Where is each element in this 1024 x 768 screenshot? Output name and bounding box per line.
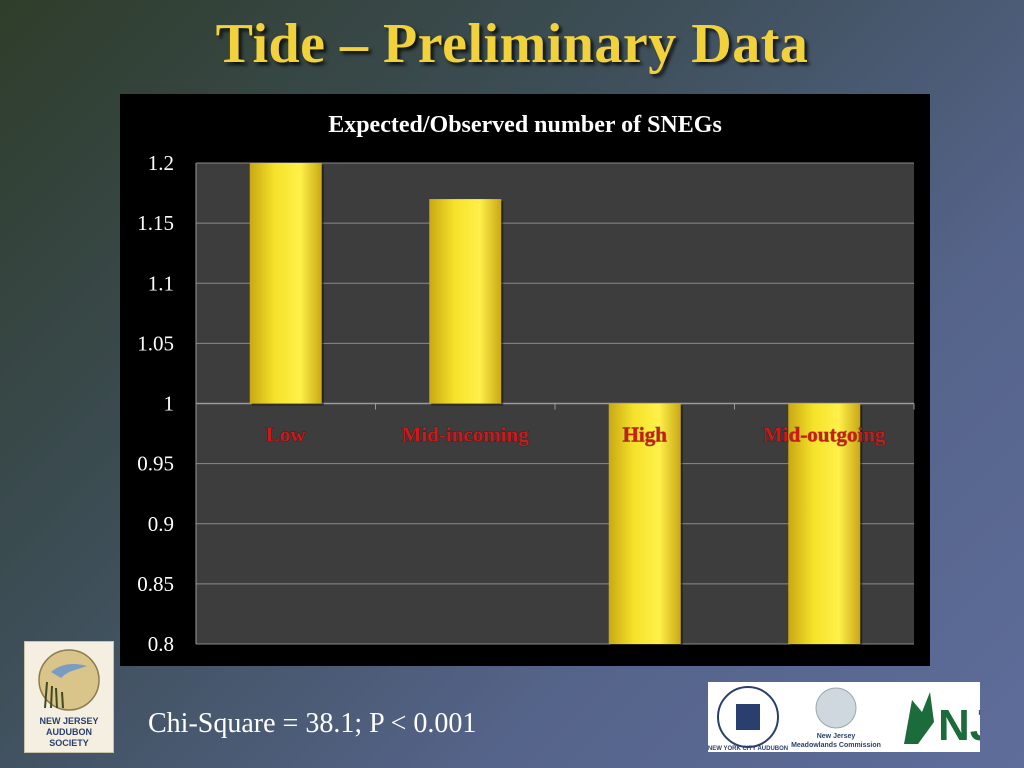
y-tick-label: 1.2 <box>148 151 174 175</box>
category-label: High <box>623 423 668 447</box>
nyc-audubon-text: NEW YORK CITY AUDUBON <box>708 746 788 752</box>
category-label: Mid-outgoing <box>763 423 886 447</box>
bar-low <box>249 163 322 404</box>
category-label: Mid-incoming <box>402 423 530 447</box>
chi-square-result: Chi-Square = 38.1; P < 0.001 <box>148 708 477 739</box>
logo-text-line-1: NEW JERSEY <box>39 716 98 726</box>
bar-chart: Expected/Observed number of SNEGs 0.8 0.85… <box>137 112 915 656</box>
nj-letters: NJ <box>938 701 980 750</box>
bar-mid-incoming <box>429 199 502 404</box>
y-tick-label: 0.95 <box>137 452 174 476</box>
partner-logos-svg: NEW YORK CITY AUDUBON New Jersey Meadowl… <box>708 686 994 752</box>
eagle-icon <box>904 692 934 744</box>
y-tick-label: 0.85 <box>137 572 174 596</box>
y-tick-label: 0.9 <box>148 512 174 536</box>
category-label: Low <box>266 423 307 447</box>
y-tick-label: 1.05 <box>137 331 174 355</box>
y-tick-label: 1.15 <box>137 211 174 235</box>
partner-logos: NEW YORK CITY AUDUBON New Jersey Meadowl… <box>708 682 994 752</box>
meadowlands-text-line-2: Meadowlands Commission <box>791 742 881 749</box>
chart-title: Expected/Observed number of SNEGs <box>328 112 722 138</box>
y-tick-label: 0.8 <box>148 632 174 656</box>
logo-text-line-2: AUDUBON <box>46 727 92 737</box>
slide-title: Tide – Preliminary Data <box>215 13 809 75</box>
y-tick-label: 1.1 <box>148 271 174 295</box>
chart-container: Expected/Observed number of SNEGs 0.8 0.85… <box>120 94 930 666</box>
nj-audubon-logo: NEW JERSEY AUDUBON SOCIETY <box>24 641 114 753</box>
y-tick-label: 1 <box>164 392 175 416</box>
bar-high <box>608 403 681 644</box>
nyc-building-icon <box>736 704 760 730</box>
bar-mid-outgoing <box>788 403 861 644</box>
meadowlands-bird-icon <box>815 687 857 729</box>
logo-text-line-3: SOCIETY <box>49 738 89 748</box>
meadowlands-text-line-1: New Jersey <box>817 733 856 740</box>
heron-icon: NEW JERSEY AUDUBON SOCIETY <box>38 649 100 748</box>
